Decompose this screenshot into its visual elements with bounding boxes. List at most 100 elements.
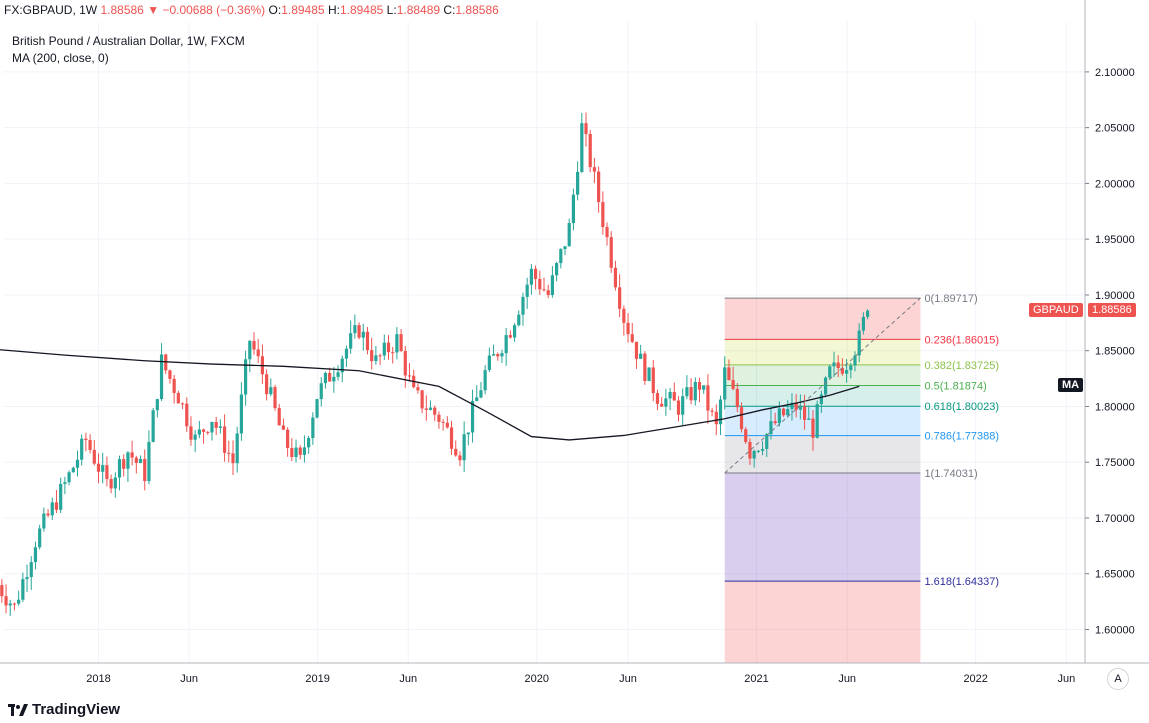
candle-body xyxy=(42,513,46,529)
candle-body xyxy=(580,123,584,172)
candle-body xyxy=(512,325,517,338)
candle-body xyxy=(529,268,533,285)
high-label: H: xyxy=(327,3,340,17)
candle-body xyxy=(832,362,836,367)
candle-body xyxy=(794,402,798,410)
fib-trend-line[interactable] xyxy=(724,297,921,474)
candle-body xyxy=(80,438,84,460)
candle-body xyxy=(84,438,88,441)
candle-body xyxy=(849,365,853,371)
candle-body xyxy=(525,284,529,297)
candle-body xyxy=(853,355,857,366)
symbol-label[interactable]: FX:GBPAUD, 1W xyxy=(4,3,98,17)
auto-scale-button[interactable]: A xyxy=(1107,668,1129,690)
candle-body xyxy=(765,434,769,449)
candle-body xyxy=(344,348,349,359)
x-tick-label: Jun xyxy=(399,673,417,685)
candle-body xyxy=(353,325,357,334)
moving-average-line xyxy=(0,349,860,441)
candle-body xyxy=(802,406,807,420)
candle-body xyxy=(172,378,176,393)
last-price: 1.88586 xyxy=(100,3,144,17)
candle-body xyxy=(487,355,491,371)
candle-body xyxy=(130,452,134,458)
y-tick-label: 1.75000 xyxy=(1095,457,1135,469)
fib-level-label: 0.618(1.80023) xyxy=(924,401,999,413)
symbol-price-tag: GBPAUD xyxy=(1029,302,1083,317)
candle-body xyxy=(138,458,143,463)
candle-body xyxy=(567,223,571,247)
candle-body xyxy=(277,408,281,426)
indicator-label[interactable]: MA (200, close, 0) xyxy=(12,51,109,65)
candle-body xyxy=(147,441,151,482)
candle-body xyxy=(475,397,479,401)
candle-body xyxy=(159,354,164,400)
candle-body xyxy=(723,367,727,400)
candle-body xyxy=(155,399,159,411)
candle-body xyxy=(206,431,210,433)
candle-body xyxy=(197,429,201,435)
candle-body xyxy=(584,123,588,134)
candlestick-series xyxy=(0,112,870,616)
fib-level-label: 0(1.89717) xyxy=(924,293,977,305)
candle-body xyxy=(714,411,718,425)
candle-body xyxy=(340,358,344,373)
y-tick-label: 1.70000 xyxy=(1095,513,1135,525)
y-tick-label: 2.10000 xyxy=(1095,67,1135,79)
candle-body xyxy=(866,310,870,317)
candle-body xyxy=(105,465,109,480)
candle-body xyxy=(542,289,546,291)
candle-body xyxy=(151,410,155,442)
candle-body xyxy=(643,353,647,381)
fib-zone xyxy=(724,406,921,436)
candle-body xyxy=(370,350,374,362)
candle-body xyxy=(46,513,50,516)
candle-body xyxy=(75,459,80,468)
candle-body xyxy=(681,396,685,415)
candle-body xyxy=(193,434,197,440)
candle-body xyxy=(8,603,12,606)
candle-body xyxy=(4,596,8,606)
candle-body xyxy=(748,441,752,459)
candle-body xyxy=(63,482,67,484)
candle-body xyxy=(651,367,655,394)
candle-body xyxy=(126,452,130,469)
down-arrow-icon: ▼ xyxy=(147,3,160,17)
candle-body xyxy=(664,398,668,407)
fib-level-label: 1.618(1.64337) xyxy=(924,576,999,588)
candle-body xyxy=(630,334,634,342)
fib-level-label: 0.786(1.77388) xyxy=(924,431,999,443)
candle-body xyxy=(538,278,542,290)
candle-body xyxy=(836,362,840,369)
fib-zone xyxy=(724,339,921,365)
candle-body xyxy=(25,577,29,580)
candle-body xyxy=(122,459,126,469)
candle-body xyxy=(248,340,252,360)
candle-body xyxy=(601,202,605,228)
candle-body xyxy=(546,290,550,296)
candle-body xyxy=(109,479,113,489)
candle-body xyxy=(609,237,613,268)
candle-body xyxy=(777,408,781,424)
candle-body xyxy=(319,383,323,400)
candle-body xyxy=(689,387,693,401)
candle-body xyxy=(269,387,273,395)
candle-body xyxy=(180,403,185,405)
candle-body xyxy=(811,418,815,438)
candle-body xyxy=(168,370,172,379)
candle-body xyxy=(639,353,643,359)
open-label: O: xyxy=(268,3,282,17)
close-label: C: xyxy=(443,3,456,17)
candle-body xyxy=(731,379,735,389)
y-tick-label: 1.85000 xyxy=(1095,346,1135,358)
fibonacci-retracement[interactable]: 0(1.89717) 0.236(1.86015) 0.382(1.83725) 0.… xyxy=(724,293,999,663)
tradingview-logo[interactable]: TradingView xyxy=(8,701,120,718)
candle-body xyxy=(113,477,117,489)
x-tick-label: Jun xyxy=(838,673,856,685)
candle-body xyxy=(71,467,75,473)
candle-body xyxy=(67,472,71,483)
candle-body xyxy=(555,263,559,276)
candle-body xyxy=(59,483,63,510)
candle-body xyxy=(613,267,618,288)
